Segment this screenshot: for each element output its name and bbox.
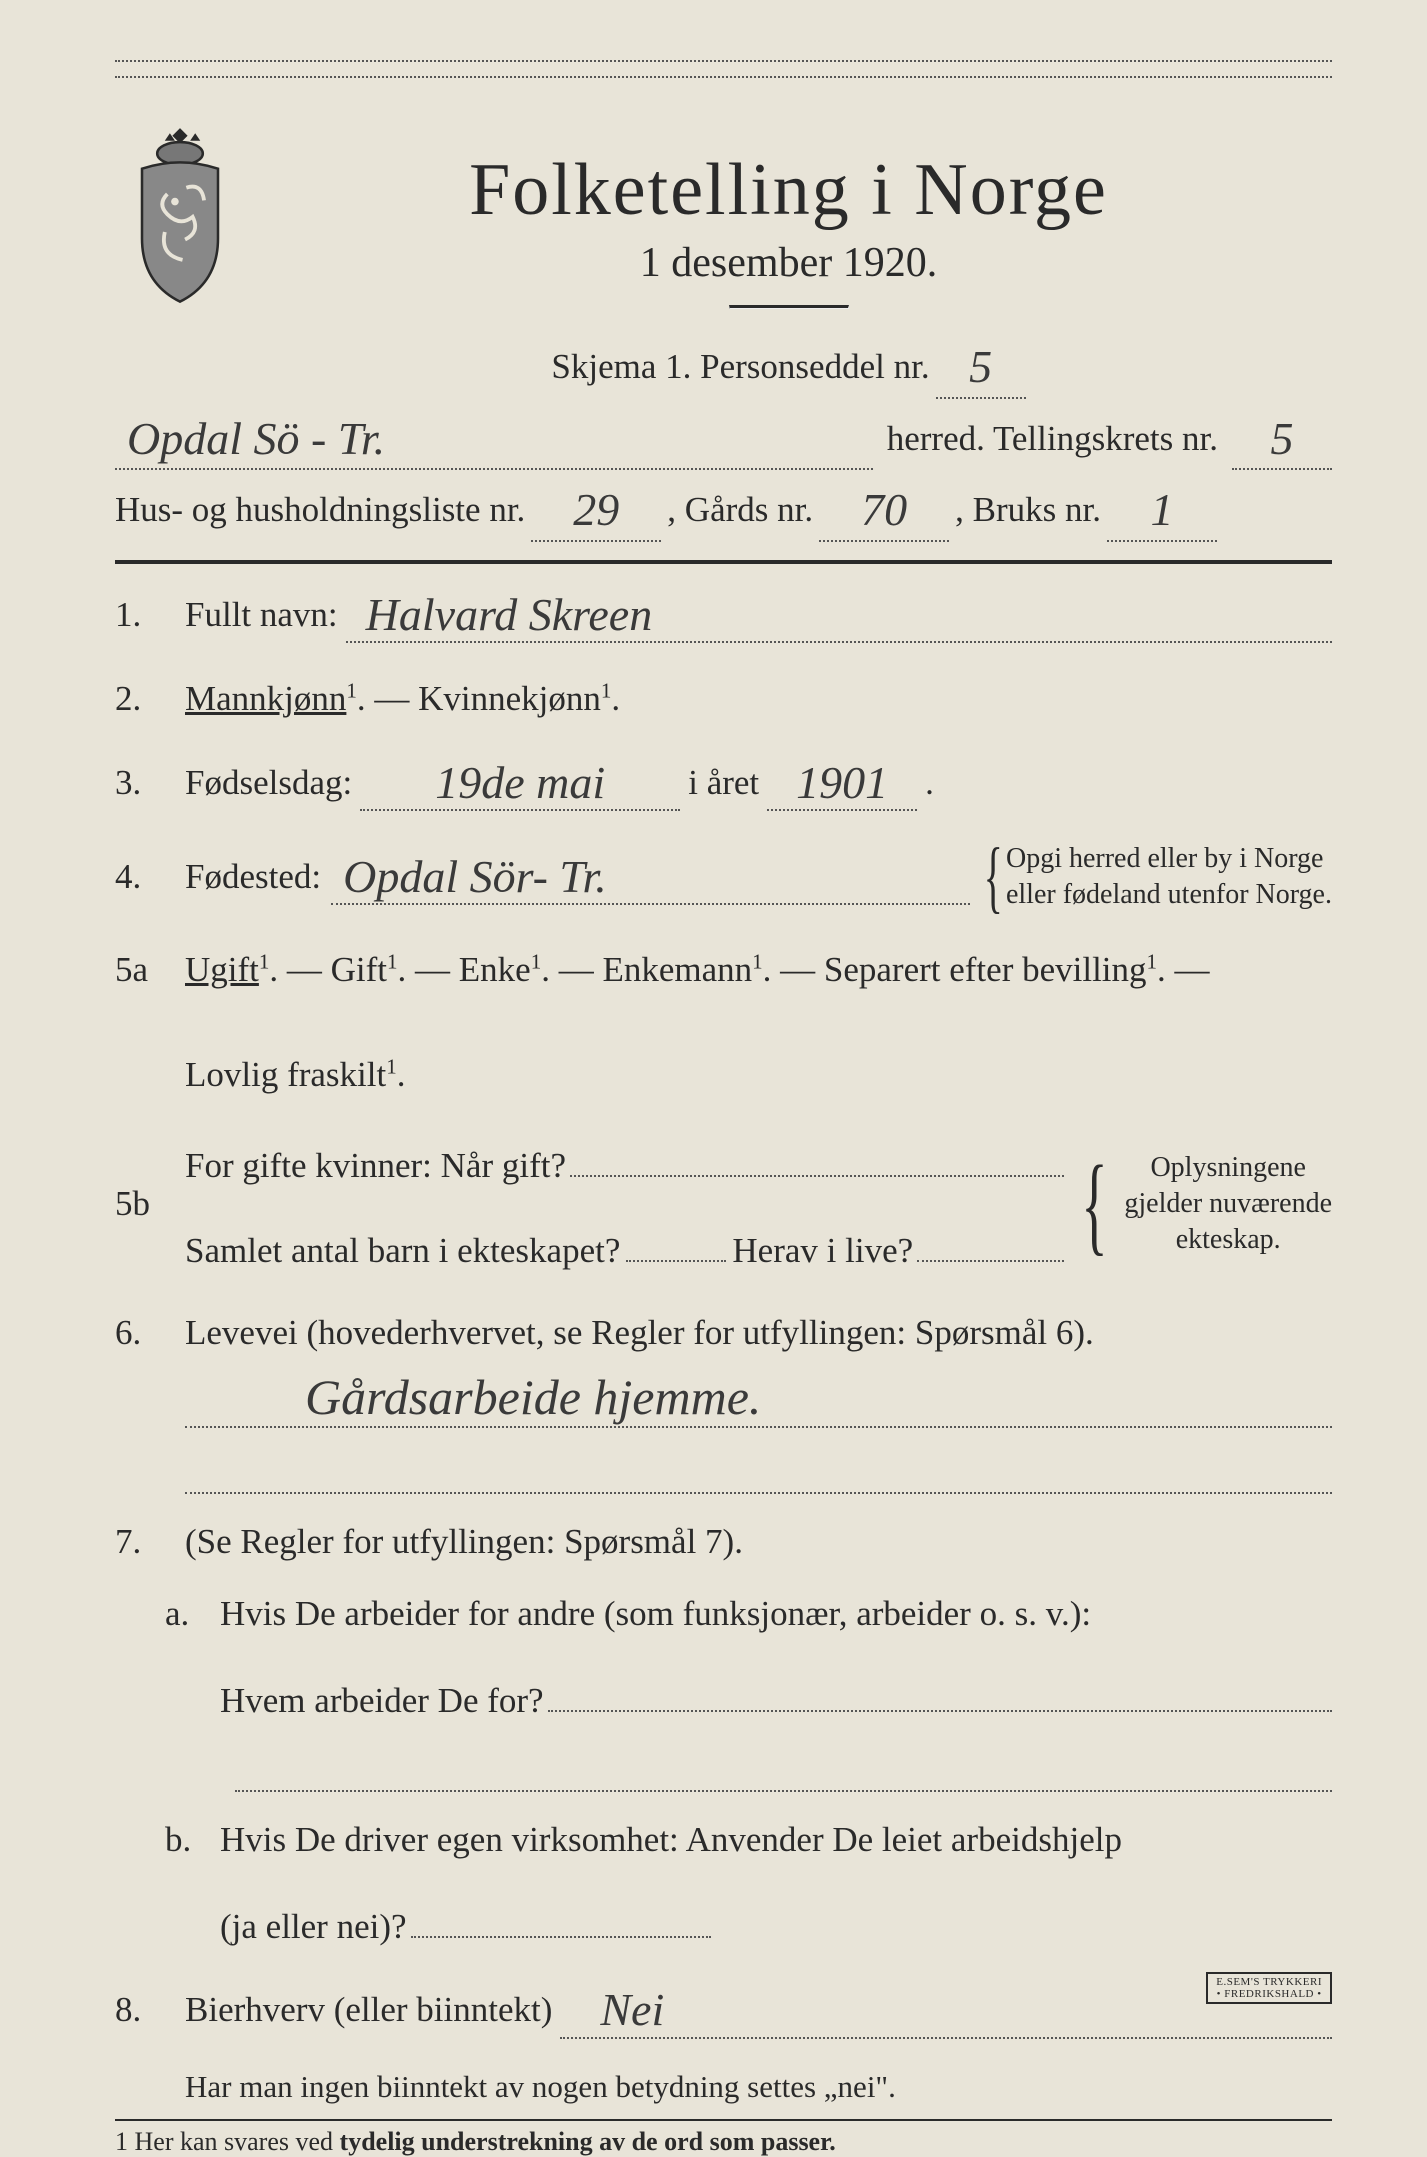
q8-num: 8. [115, 1984, 185, 2037]
printer-line2: • FREDRIKSHALD • [1216, 1988, 1322, 2000]
husliste-label: Hus- og husholdningsliste nr. [115, 480, 525, 540]
main-title: Folketelling i Norge [245, 148, 1332, 233]
husliste-nr: 29 [573, 484, 619, 535]
q2-num: 2. [115, 673, 185, 726]
brace-icon: { [983, 853, 1002, 901]
q7a-l2: Hvem arbeider De for? [220, 1675, 544, 1728]
q7b-num: b. [165, 1814, 220, 1867]
question-list: 1. Fullt navn: Halvard Skreen 2. Mannkjø… [115, 588, 1332, 2039]
gards-label: , Gårds nr. [667, 480, 813, 540]
bruks-nr: 1 [1150, 484, 1173, 535]
q3-mid: i året [688, 757, 759, 810]
q6-label: Levevei (hovederhvervet, se Regler for u… [185, 1307, 1332, 1360]
q3-label: Fødselsdag: [185, 757, 352, 810]
q1-label: Fullt navn: [185, 589, 338, 642]
q6-value: Gårdsarbeide hjemme. [185, 1368, 1332, 1428]
blank-line [185, 1450, 1332, 1494]
q7a-l1: Hvis De arbeider for andre (som funksjon… [220, 1588, 1332, 1641]
footnote-2: 1 Her kan svares ved tydelig understrekn… [115, 2127, 1332, 2157]
q7b-l2: (ja eller nei)? [220, 1901, 407, 1954]
q7-label: (Se Regler for utfyllingen: Spørsmål 7). [185, 1516, 1332, 1569]
q2-kvinne: Kvinnekjønn [418, 679, 601, 718]
q5b-l1a: For gifte kvinner: Når gift? [185, 1140, 566, 1193]
brace-icon: { [1081, 1171, 1107, 1237]
q3-num: 3. [115, 757, 185, 810]
q5b-note1: Oplysningene [1150, 1152, 1306, 1183]
coat-of-arms-icon [115, 118, 245, 313]
divider-heavy [115, 560, 1332, 564]
q5b-note3: ekteskap. [1176, 1224, 1281, 1255]
q4-note1: Opgi herred eller by i Norge [1006, 843, 1324, 874]
title-rule [729, 305, 849, 309]
gards-nr: 70 [861, 484, 907, 535]
herred-value: Opdal Sö - Tr. [115, 413, 385, 464]
q5b-note2: gjelder nuværende [1124, 1188, 1332, 1219]
foot-rule [115, 2119, 1332, 2121]
q5b-num: 5b [115, 1178, 185, 1231]
subtitle: 1 desember 1920. [245, 239, 1332, 287]
tellingskrets-nr: 5 [1271, 413, 1294, 464]
printer-mark: E.SEM'S TRYKKERI • FREDRIKSHALD • [1206, 1972, 1332, 2004]
q5a-num: 5a [115, 944, 185, 997]
top-rule-2 [115, 76, 1332, 78]
q1-num: 1. [115, 589, 185, 642]
herred-label: herred. Tellingskrets nr. [887, 409, 1218, 469]
q8-label: Bierhverv (eller biinntekt) [185, 1984, 552, 2037]
q6-num: 6. [115, 1307, 185, 1360]
bruks-label: , Bruks nr. [955, 480, 1101, 540]
q5b-l2a: Samlet antal barn i ekteskapet? [185, 1225, 620, 1278]
q8-value: Nei [560, 1984, 664, 2035]
footnote-2-bold: tydelig understrekning av de ord som pas… [340, 2127, 836, 2156]
footnote-2-pre: 1 Her kan svares ved [115, 2127, 340, 2156]
skjema-label: Skjema 1. Personseddel nr. [551, 337, 929, 397]
blank-line [235, 1748, 1332, 1792]
q7a-num: a. [165, 1588, 220, 1641]
q3-year: 1901 [796, 757, 888, 808]
personseddel-nr: 5 [969, 341, 992, 392]
q5b-l2b: Herav i live? [732, 1225, 913, 1278]
q4-note: Opgi herred eller by i Norge eller fødel… [1006, 841, 1332, 914]
q2-mann: Mannkjønn [185, 679, 346, 718]
header: Folketelling i Norge 1 desember 1920. Sk… [115, 148, 1332, 403]
top-rule-1 [115, 60, 1332, 62]
q3-end: . [925, 757, 934, 810]
q2-end: . [611, 679, 620, 718]
q4-value: Opdal Sör- Tr. [331, 851, 607, 902]
q7-num: 7. [115, 1516, 185, 1569]
footnote-1: Har man ingen biinntekt av nogen betydni… [185, 2069, 1332, 2105]
q4-label: Fødested: [185, 851, 321, 904]
q2-sep: . — [357, 679, 418, 718]
q7b-l1: Hvis De driver egen virksomhet: Anvender… [220, 1814, 1332, 1867]
q4-note2: eller fødeland utenfor Norge. [1006, 879, 1332, 910]
q5b-note: Oplysningene gjelder nuværende ekteskap. [1124, 1150, 1332, 1259]
q1-value: Halvard Skreen [346, 589, 653, 640]
printer-line1: E.SEM'S TRYKKERI [1216, 1976, 1322, 1988]
q4-num: 4. [115, 851, 185, 904]
q3-day: 19de mai [435, 757, 605, 808]
